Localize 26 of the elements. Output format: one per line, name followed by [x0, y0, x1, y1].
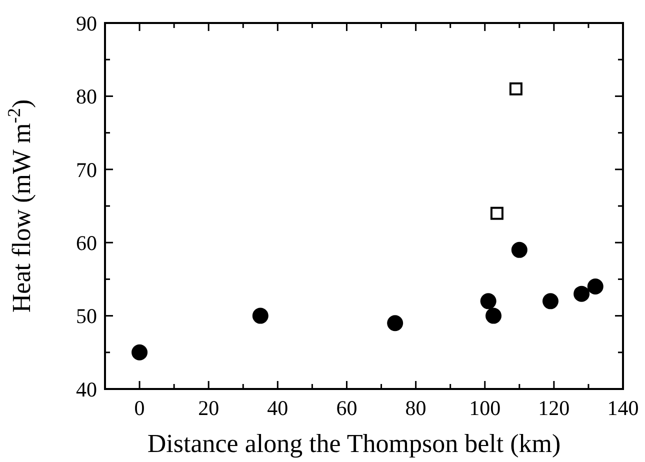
y-tick-label: 60: [76, 230, 97, 255]
x-tick-label: 60: [336, 396, 358, 420]
x-tick-label: 80: [405, 396, 426, 420]
y-tick-label: 70: [76, 158, 97, 182]
x-tick-label: 140: [607, 396, 639, 420]
y-tick-label: 90: [76, 11, 97, 36]
x-axis-title: Distance along the Thompson belt (km): [147, 429, 561, 458]
x-tick-label: 120: [538, 396, 570, 420]
point: [480, 293, 496, 310]
x-tick-label: 40: [267, 396, 288, 420]
point: [486, 308, 502, 324]
point: [509, 82, 522, 96]
x-tick-label: 0: [134, 396, 145, 420]
point: [574, 286, 590, 302]
point: [511, 242, 528, 258]
point: [387, 315, 404, 332]
point: [587, 278, 604, 295]
y-tick-label: 50: [76, 304, 97, 328]
point: [132, 344, 148, 360]
y-tick-label: 40: [76, 377, 97, 402]
point: [542, 293, 558, 310]
y-tick-label: 80: [76, 84, 97, 109]
x-tick-label: 100: [469, 396, 501, 420]
point: [252, 308, 268, 324]
point: [490, 206, 504, 220]
x-tick-label: 20: [198, 396, 220, 420]
